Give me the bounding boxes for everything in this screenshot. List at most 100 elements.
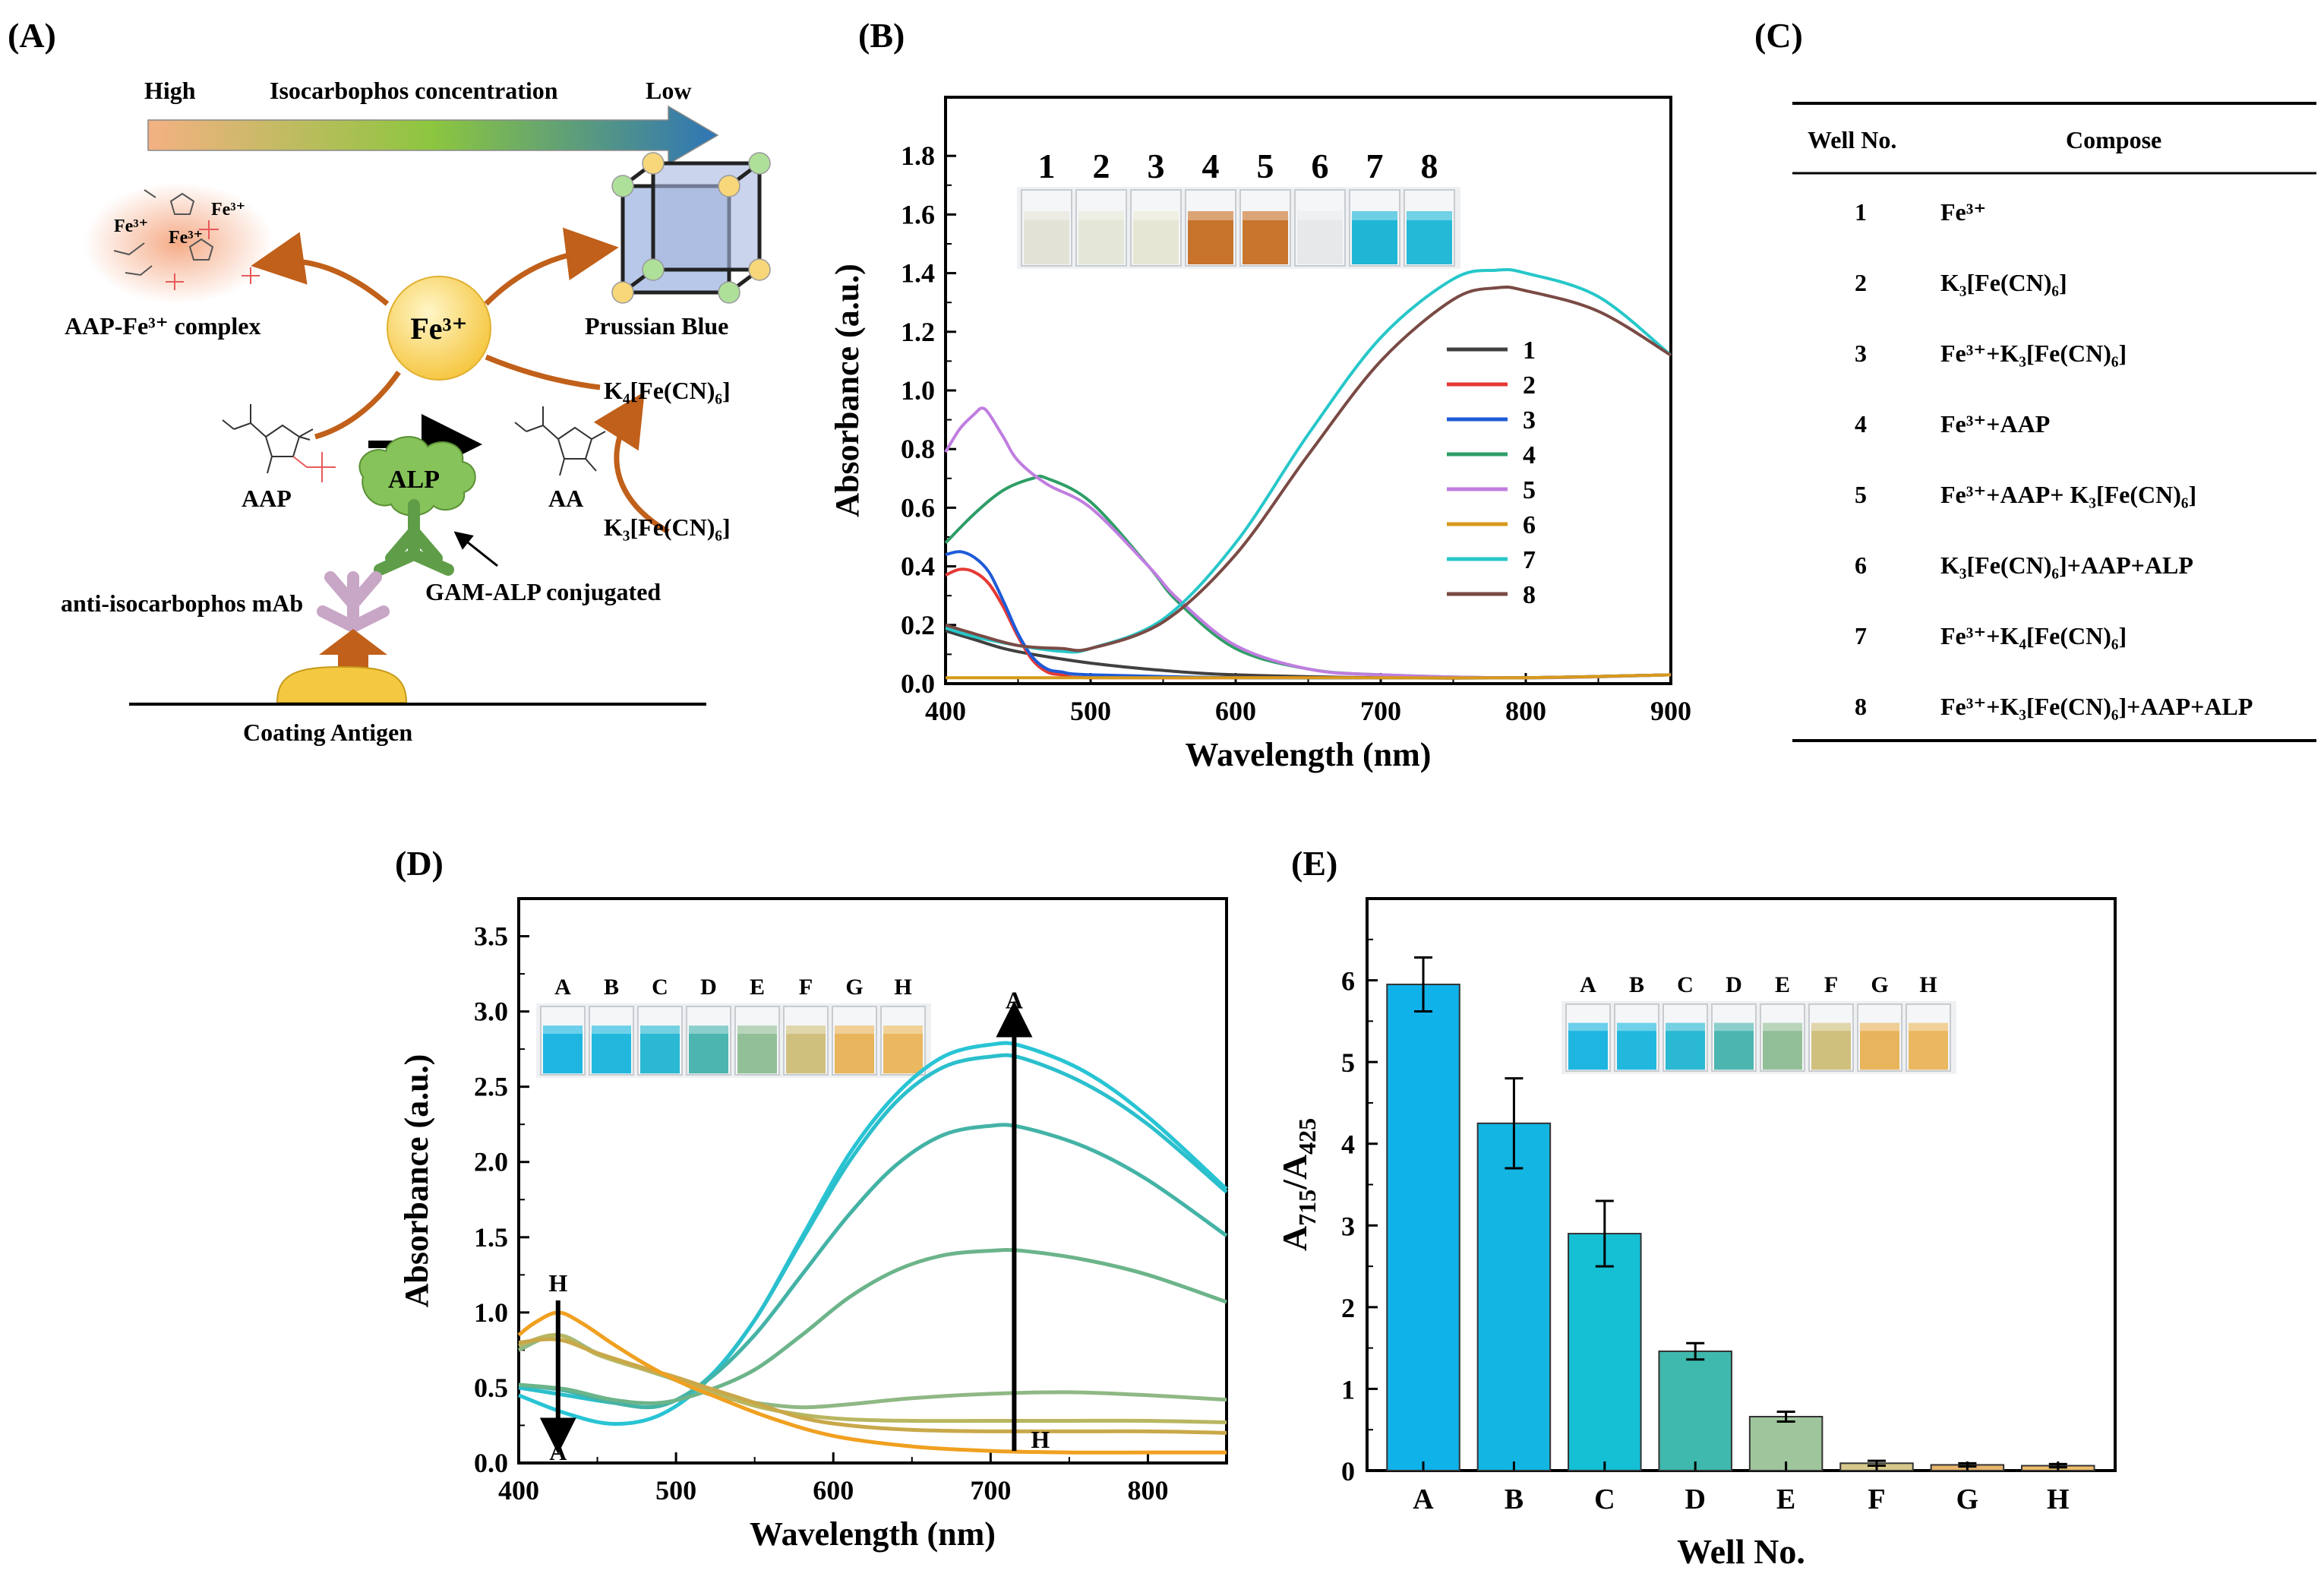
- chart-d-series-D-line: [518, 1248, 1227, 1405]
- table-row-compose: Fe³⁺+AAP: [1940, 410, 2050, 438]
- chart-e-vial-liquid: [1568, 1022, 1608, 1070]
- chart-d-x-tick-label: 700: [970, 1475, 1011, 1506]
- chart-b: 400 500 600 700 800 900 0.0 0.2 0.4 0.6 0.8 1.0 1.2 1…: [829, 96, 1691, 773]
- chart-e-x-tick-label: B: [1505, 1483, 1524, 1515]
- chart-d-vial-meniscus: [640, 1025, 680, 1034]
- alp-cloud-icon: [358, 436, 476, 517]
- chart-e-bar-A: [1386, 983, 1460, 1471]
- chart-e-vial-liquid: [1714, 1022, 1754, 1070]
- chart-d-y-tick-label: 1.0: [474, 1297, 508, 1328]
- chart-d-vial-liquid: [640, 1025, 680, 1074]
- panel-b-label: (B): [858, 16, 905, 55]
- aa-molecule-icon: [514, 406, 606, 476]
- gam-antibody-icon: [374, 499, 454, 576]
- chart-d-series-H-line: [517, 1310, 1227, 1455]
- chart-e-y-axis-label: A715/A425: [1275, 1118, 1321, 1251]
- chart-b-vial-liquid: [1133, 211, 1179, 264]
- chart-e-vial-meniscus: [1714, 1022, 1754, 1032]
- chart-e-y-tick-label: 1: [1341, 1374, 1355, 1404]
- chart-b-legend-label: 5: [1523, 476, 1536, 504]
- chart-d-vial-label: G: [845, 975, 863, 1000]
- chart-d-vial-liquid: [737, 1025, 777, 1074]
- chart-b-x-tick-label: 800: [1505, 696, 1546, 726]
- aap-label: AAP: [242, 485, 292, 512]
- chart-d-vial-label: A: [554, 975, 571, 1000]
- pb-label: Prussian Blue: [585, 312, 728, 340]
- chart-d-vial-meniscus: [835, 1025, 874, 1034]
- chart-e-vial-meniscus: [1666, 1022, 1705, 1032]
- chart-b-vial-label: 7: [1366, 147, 1384, 185]
- chart-e-vial-label: E: [1775, 972, 1790, 997]
- chart-e-bar-C: [1568, 1233, 1642, 1471]
- chart-b-vial-meniscus: [1243, 211, 1288, 220]
- table-row-compose: Fe³⁺+K₄[Fe(CN)₆]: [1940, 622, 2127, 649]
- chart-d-vial-label: E: [750, 975, 765, 1000]
- chart-b-y-tick-label: 1.0: [901, 375, 935, 406]
- aa-label: AA: [548, 485, 583, 512]
- chart-d-vial-label: H: [894, 975, 911, 1000]
- chart-e-vial-liquid: [1811, 1022, 1851, 1070]
- chart-e-x-tick-label: G: [1956, 1483, 1979, 1515]
- chart-d-series-A-line: [518, 1041, 1228, 1427]
- chart-d-vial-label: C: [652, 975, 668, 1000]
- chart-e-vial-label: G: [1871, 972, 1888, 997]
- chart-e-vial-liquid: [1617, 1022, 1656, 1070]
- fe-sphere-icon: [387, 276, 491, 381]
- chart-d-vial-liquid: [543, 1025, 583, 1074]
- chart-b-vial-label: 5: [1257, 147, 1274, 185]
- chart-e-y-tick-label: 6: [1341, 966, 1355, 997]
- chart-d-arrow2-top-label: H: [548, 1269, 567, 1297]
- chart-e-y-tick-label: 2: [1341, 1293, 1355, 1323]
- chart-b-x-tick-label: 500: [1070, 696, 1111, 726]
- chart-b-legend-label: 2: [1523, 371, 1536, 400]
- chart-e-x-tick-label: C: [1594, 1483, 1615, 1515]
- chart-b-vial-meniscus: [1078, 211, 1124, 220]
- chart-d-vial-label: F: [799, 975, 813, 1000]
- chart-b-y-tick-label: 0.4: [901, 551, 935, 582]
- chart-b-series-7-line: [945, 267, 1672, 654]
- chart-b-x-tick-label: 700: [1360, 696, 1401, 726]
- gradient-low-label: Low: [646, 77, 691, 104]
- chart-b-x-tick-label: 600: [1215, 696, 1256, 726]
- chart-e-vial-meniscus: [1617, 1022, 1656, 1032]
- chart-d-vial-liquid: [689, 1025, 728, 1074]
- panel-c-label: (C): [1754, 16, 1803, 55]
- chart-d-y-tick-label: 2.5: [474, 1072, 508, 1102]
- complex-fe-1: Fe³⁺: [114, 216, 148, 236]
- table-row-well: 7: [1855, 622, 1867, 649]
- panel-a-label: (A): [8, 16, 56, 55]
- chart-b-legend-label: 7: [1523, 546, 1536, 574]
- mab-label: anti-isocarbophos mAb: [61, 589, 303, 617]
- chart-e: 0 1 2 3 4 5 6 A B C D E F G H A B C D E F G H Well No. A715/A425: [1275, 897, 2117, 1571]
- chart-e-vial-liquid: [1763, 1022, 1802, 1070]
- chart-b-series-6-line: [945, 673, 1672, 680]
- chart-d-vial-liquid: [786, 1025, 826, 1074]
- chart-b-vial-meniscus: [1188, 211, 1233, 220]
- chart-e-vial-label: A: [1580, 972, 1596, 997]
- aap-molecule-icon: [222, 404, 336, 482]
- chart-e-x-tick-label: H: [2047, 1483, 2070, 1515]
- concentration-gradient-arrow: [147, 105, 719, 166]
- chart-b-vial-meniscus: [1297, 211, 1343, 220]
- chart-b-y-tick-label: 1.6: [901, 199, 935, 229]
- complex-fe-2: Fe³⁺: [211, 200, 245, 220]
- chart-d-vial-liquid: [835, 1025, 874, 1074]
- table-row-well: 2: [1855, 269, 1867, 296]
- prussian-blue-cube-icon: [611, 152, 771, 304]
- chart-d-vial-meniscus: [592, 1025, 631, 1034]
- chart-d-vial-liquid: [592, 1025, 631, 1074]
- chart-e-vial-label: F: [1824, 972, 1838, 997]
- chart-b-vial-label: 1: [1038, 147, 1056, 185]
- chart-b-y-tick-label: 0.2: [901, 610, 935, 640]
- chart-d-arrow-top-label: A: [1006, 987, 1023, 1014]
- chart-e-vial-meniscus: [1909, 1022, 1948, 1032]
- chart-b-series-2-line: [945, 567, 1672, 680]
- chart-b-vial-meniscus: [1133, 211, 1179, 220]
- chart-d-series-E-line: [517, 1333, 1227, 1410]
- chart-b-y-tick-label: 0.8: [901, 434, 935, 464]
- mab-antibody-icon: [317, 571, 390, 633]
- panel-e-label: (E): [1291, 844, 1337, 883]
- chart-d-arrow-bottom-label: H: [1031, 1426, 1050, 1453]
- coating-label: Coating Antigen: [243, 719, 412, 746]
- coating-antigen-icon: [276, 665, 408, 703]
